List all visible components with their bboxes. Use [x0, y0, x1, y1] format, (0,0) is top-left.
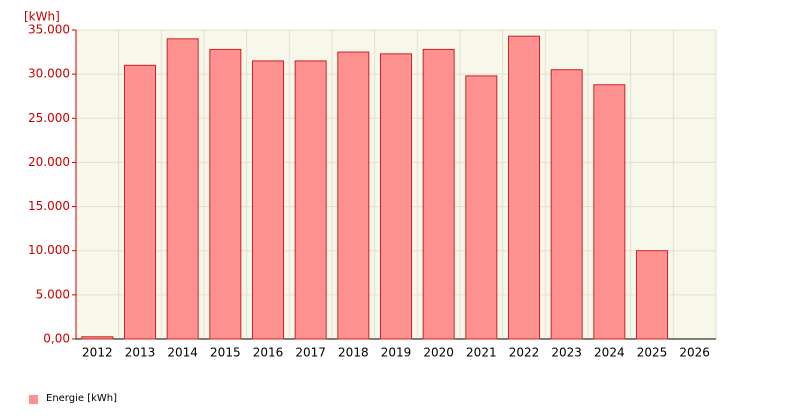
- bar: [337, 51, 370, 340]
- x-tick-label: 2015: [210, 346, 241, 360]
- bar: [209, 48, 242, 340]
- x-tick-label: 2023: [551, 346, 582, 360]
- bar: [380, 53, 412, 340]
- y-tick-label: 5.000: [36, 287, 70, 301]
- legend-swatch: [29, 395, 38, 404]
- x-tick-label: 2016: [253, 346, 284, 360]
- bar: [422, 48, 455, 340]
- x-tick-label: 2014: [167, 346, 198, 360]
- y-tick-label: 35.000: [28, 23, 70, 37]
- x-tick-label: 2019: [381, 346, 412, 360]
- x-tick-label: 2020: [423, 346, 454, 360]
- y-tick-label: 30.000: [28, 67, 70, 81]
- x-tick-label: 2013: [125, 346, 156, 360]
- bar: [593, 84, 626, 340]
- x-tick-label: 2012: [82, 346, 113, 360]
- y-tick-label: 25.000: [28, 111, 70, 125]
- x-tick-label: 2017: [295, 346, 326, 360]
- x-tick-label: 2025: [637, 346, 668, 360]
- bar: [508, 35, 540, 340]
- bar: [124, 64, 156, 340]
- x-tick-label: 2024: [594, 346, 625, 360]
- y-tick-label: 15.000: [28, 199, 70, 213]
- bar: [252, 60, 284, 340]
- bar: [636, 250, 668, 340]
- y-tick-label: 0,00: [43, 332, 70, 346]
- x-tick-label: 2026: [679, 346, 710, 360]
- x-tick-label: 2022: [509, 346, 540, 360]
- bar: [294, 60, 327, 340]
- legend-label: Energie [kWh]: [46, 393, 117, 404]
- y-axis-label: [kWh]: [24, 10, 60, 24]
- x-tick-label: 2018: [338, 346, 369, 360]
- bar: [465, 75, 498, 340]
- y-tick-label: 10.000: [28, 243, 70, 257]
- x-tick-label: 2021: [466, 346, 497, 360]
- bar: [166, 38, 199, 340]
- bar: [550, 69, 583, 340]
- bar: [81, 336, 114, 340]
- y-tick-label: 20.000: [28, 155, 70, 169]
